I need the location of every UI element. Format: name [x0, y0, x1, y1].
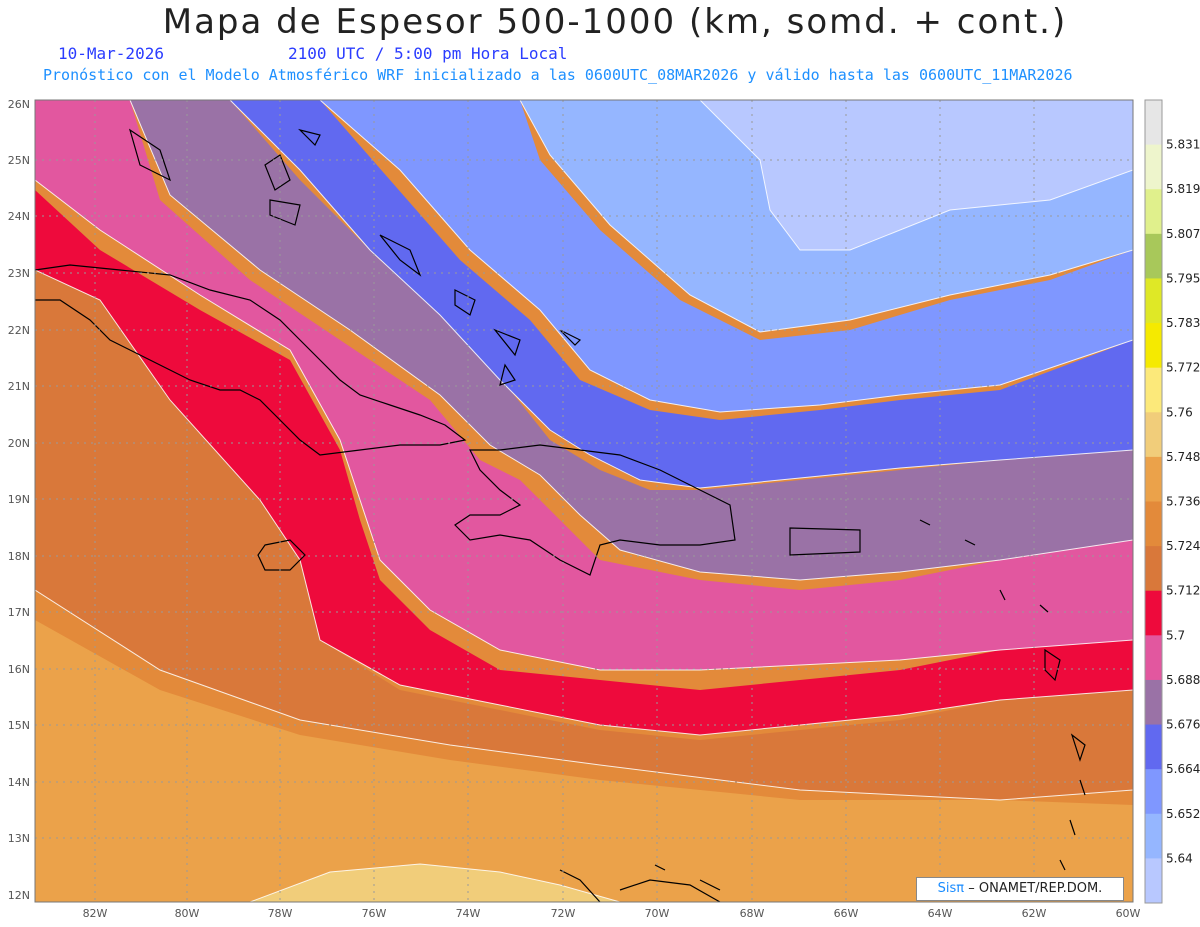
colorbar-swatch: [1145, 278, 1162, 324]
lon-label: 64W: [928, 907, 953, 920]
colorbar-label: 5.795: [1166, 271, 1200, 285]
coastlines: [35, 128, 1086, 902]
colorbar-swatch: [1145, 100, 1162, 146]
lat-label: 23N: [8, 267, 30, 280]
lat-label: 26N: [8, 98, 30, 111]
lat-label: 22N: [8, 324, 30, 337]
lon-label: 60W: [1116, 907, 1141, 920]
lat-label: 19N: [8, 493, 30, 506]
lat-label: 12N: [8, 889, 30, 902]
band-5664: [230, 100, 1133, 488]
thickness-field: [35, 100, 1133, 902]
lat-label: 15N: [8, 719, 30, 732]
lon-label: 62W: [1022, 907, 1047, 920]
cuba-coast: [35, 264, 467, 456]
puerto-rico-coast: [789, 527, 861, 556]
lon-label: 70W: [645, 907, 670, 920]
colorbar-swatch: [1145, 635, 1162, 681]
lat-label: 21N: [8, 380, 30, 393]
lesser-antilles: [919, 519, 1086, 871]
colorbar-label: 5.676: [1166, 718, 1200, 732]
credit-text: – ONAMET/REP.DOM.: [968, 881, 1103, 896]
colorbar-label: 5.783: [1166, 316, 1200, 330]
colorbar-swatch: [1145, 367, 1162, 413]
lat-label: 16N: [8, 663, 30, 676]
lat-label: 25N: [8, 154, 30, 167]
lat-label: 13N: [8, 832, 30, 845]
colorbar-label: 5.64: [1166, 851, 1193, 865]
colorbar-swatch: [1145, 189, 1162, 235]
model-run-info: Pronóstico con el Modelo Atmosférico WRF…: [43, 66, 1073, 84]
colorbar-label: 5.7: [1166, 628, 1185, 642]
colorbar-swatch: [1145, 858, 1162, 904]
sispi-logo: Sisπ: [937, 881, 965, 896]
colorbar-swatch: [1145, 590, 1162, 636]
map-frame: [34, 99, 1134, 903]
colorbar-label: 5.652: [1166, 807, 1200, 821]
lat-lon-grid: [35, 100, 1133, 902]
lat-label: 20N: [8, 437, 30, 450]
colorbar-label: 5.688: [1166, 673, 1200, 687]
band-5688: [35, 100, 1133, 670]
colorbar-label: 5.736: [1166, 495, 1200, 509]
colorbar-swatch: [1145, 769, 1162, 815]
lat-label: 17N: [8, 606, 30, 619]
hispaniola-coast: [454, 444, 736, 576]
bahamas-islands: [128, 128, 582, 386]
lon-label: 72W: [551, 907, 576, 920]
jamaica-coast: [257, 539, 306, 571]
band-5652: [320, 100, 1133, 412]
colorbar-swatch: [1145, 501, 1162, 547]
colorbar: 5.831 5.819 5.807 5.795 5.783 5.772 5.76 5.748 5…: [1144, 99, 1200, 904]
colorbar-label: 5.807: [1166, 227, 1200, 241]
map-title: Mapa de Espesor 500-1000 (km, somd. + co…: [162, 2, 1068, 42]
colorbar-swatch: [1145, 679, 1162, 726]
lat-axis: 26N 25N 24N 23N 22N 21N 20N 19N 18N 17N …: [8, 98, 30, 902]
credit-box: Sisπ – ONAMET/REP.DOM.: [916, 877, 1124, 901]
colorbar-swatch: [1145, 813, 1162, 859]
lon-label: 80W: [175, 907, 200, 920]
lat-label: 24N: [8, 210, 30, 223]
band-5676: [130, 100, 1133, 580]
lon-label: 66W: [834, 907, 859, 920]
colorbar-swatch: [1145, 233, 1162, 279]
lon-label: 74W: [456, 907, 481, 920]
band-5724: [35, 270, 1133, 800]
colorbar-label: 5.748: [1166, 450, 1200, 464]
colorbar-label: 5.724: [1166, 539, 1200, 553]
lon-label: 76W: [362, 907, 387, 920]
lon-axis: 82W 80W 78W 76W 74W 72W 70W 68W 66W 64W …: [83, 907, 1141, 920]
colorbar-label: 5.819: [1166, 182, 1200, 196]
forecast-time: 2100 UTC / 5:00 pm Hora Local: [288, 44, 568, 63]
colorbar-swatch: [1145, 724, 1162, 770]
lon-label: 78W: [268, 907, 293, 920]
lon-label: 68W: [740, 907, 765, 920]
colorbar-label: 5.664: [1166, 762, 1200, 776]
colorbar-swatch: [1145, 546, 1162, 592]
colorbar-frame: [1144, 99, 1163, 904]
colorbar-swatch: [1145, 412, 1162, 458]
band-5748: [250, 864, 620, 902]
colorbar-label: 5.712: [1166, 584, 1200, 598]
lat-label: 18N: [8, 550, 30, 563]
band-5628: [700, 100, 1133, 250]
colorbar-swatch: [1145, 323, 1162, 369]
band-5700: [35, 190, 1133, 735]
colorbar-swatch: [1145, 144, 1162, 190]
colorbar-label: 5.76: [1166, 405, 1193, 419]
colorbar-label: 5.772: [1166, 361, 1200, 375]
colorbar-label: 5.831: [1166, 138, 1200, 152]
south-america-coast: [559, 864, 721, 902]
contour-lines: [35, 100, 1133, 902]
lat-label: 14N: [8, 776, 30, 789]
band-5736: [35, 620, 1133, 902]
forecast-date: 10-Mar-2026: [58, 44, 164, 63]
lon-label: 82W: [83, 907, 108, 920]
colorbar-swatch: [1145, 456, 1162, 502]
